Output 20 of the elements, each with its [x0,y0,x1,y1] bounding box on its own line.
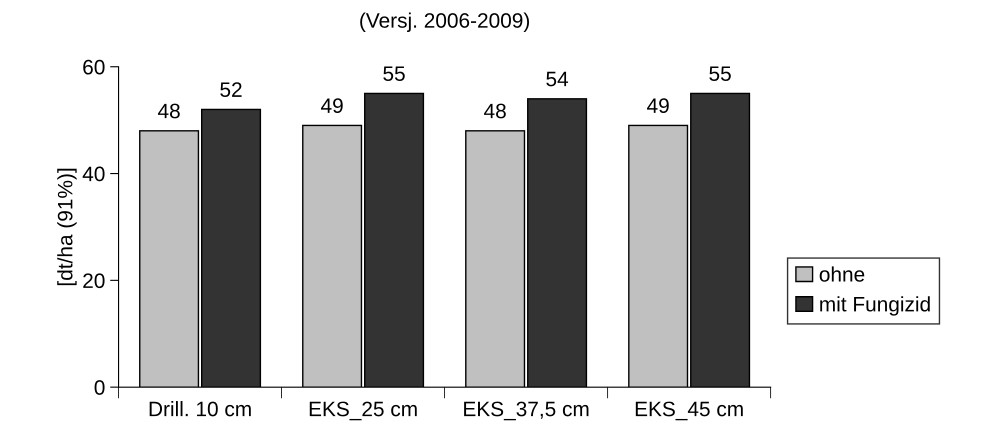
data-label: 55 [709,66,731,81]
x-tick-label: Drill. 10 cm [150,401,251,416]
data-label: 55 [383,66,405,81]
chart-title: (Versj. 2006-2009) [360,12,530,32]
y-tick-label: 20 [83,273,105,288]
data-label: 49 [321,98,343,114]
y-axis-title: [dt/ha (91%)] [57,168,77,286]
x-tick-label: EKS_37,5 cm [464,402,588,420]
y-tick-label: 0 [94,380,105,395]
data-label: 48 [158,104,180,118]
data-label: 49 [647,98,669,114]
data-label: 48 [484,104,506,118]
y-tick-label: 60 [83,60,105,75]
y-tick-label: 40 [82,166,105,182]
data-label: 54 [546,72,568,86]
x-tick-label: EKS_25 cm [310,402,417,420]
legend-label: mit Fungizid [820,296,930,316]
legend-label: ohne [820,266,864,282]
x-tick-label: EKS_45 cm [636,402,743,420]
data-label: 52 [220,82,242,98]
